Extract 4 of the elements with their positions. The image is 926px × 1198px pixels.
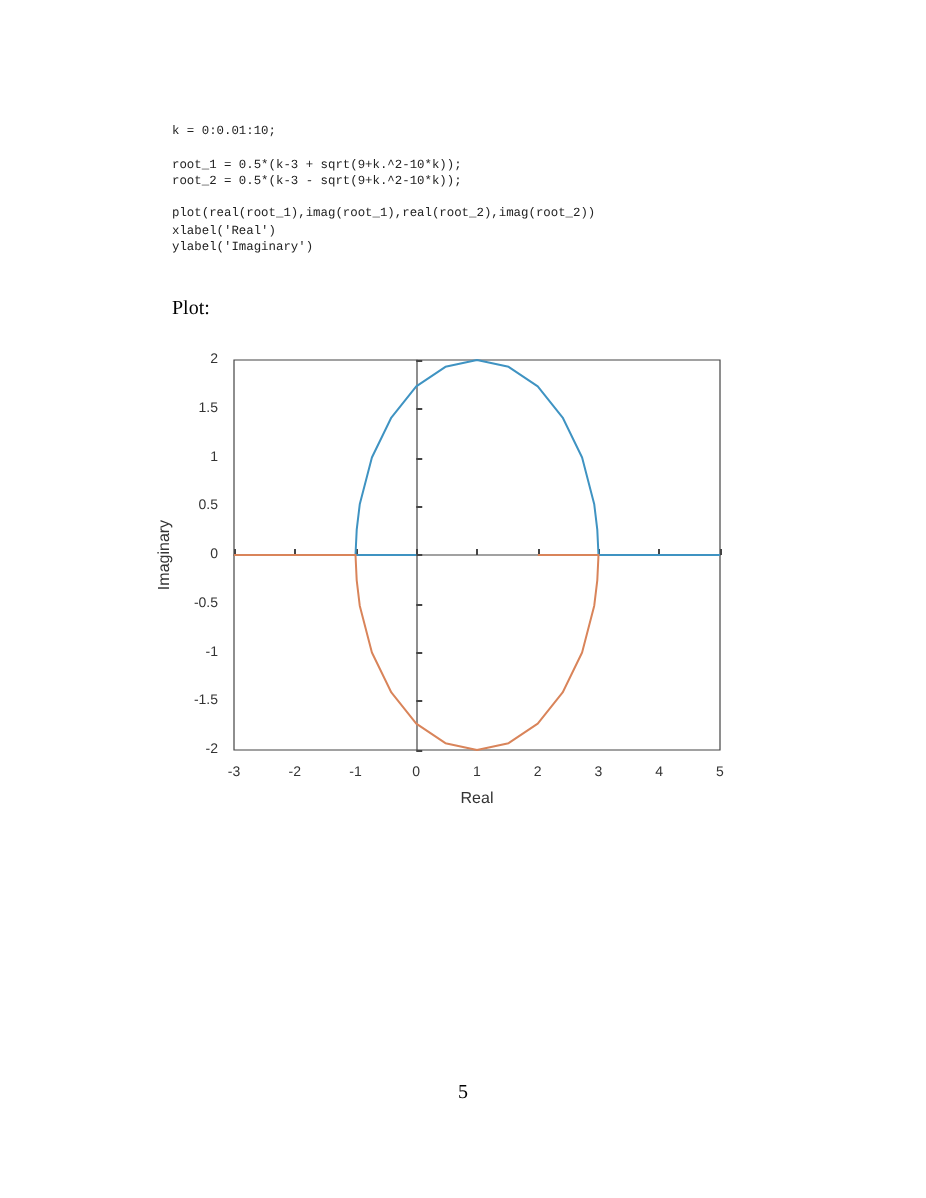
text: Plot: [172, 298, 210, 320]
text: 5 [456, 1082, 470, 1104]
x-axis-title: Real [460, 788, 494, 807]
y-axis-title: Imaginary [155, 519, 174, 591]
